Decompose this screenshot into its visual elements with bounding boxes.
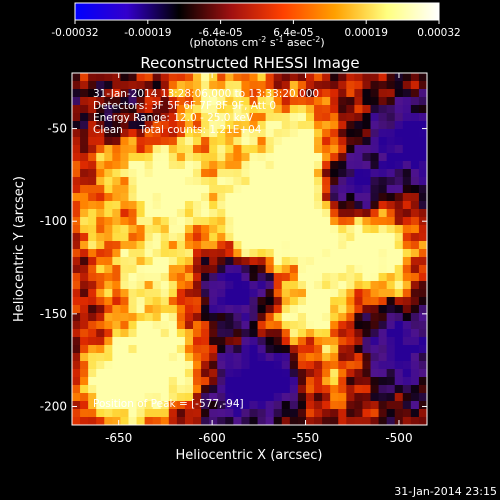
colorbar-tick-label: -6.4e-05 — [199, 27, 243, 39]
annotation-time-range: 31-Jan-2014 13:28:06.000 to 13:33:20.000 — [93, 88, 319, 100]
plot-frame — [71, 72, 428, 426]
x-axis-label: Heliocentric X (arcsec) — [176, 448, 323, 463]
y-tick-label: -50 — [47, 122, 67, 136]
y-tick-label: -100 — [40, 214, 67, 228]
y-axis-ticks: -50 -100 -150 -200 — [40, 122, 427, 413]
annotation-block: 31-Jan-2014 13:28:06.000 to 13:33:20.000… — [93, 88, 319, 410]
colorbar-tick-label: -0.00032 — [51, 27, 98, 39]
chart-title: Reconstructed RHESSI Image — [140, 54, 359, 72]
colorbar-tick-label: 0.00032 — [417, 27, 460, 39]
footer-timestamp: 31-Jan-2014 23:15 — [394, 485, 497, 498]
x-axis-ticks: -650 -600 -550 -500 — [105, 73, 413, 445]
x-tick-label: -500 — [385, 431, 412, 445]
x-tick-label: -650 — [105, 431, 132, 445]
annotation-detectors: Detectors: 3F 5F 6F 7F 8F 9F, Att 0 — [93, 100, 276, 112]
heatmap-image — [72, 73, 427, 425]
colorbar-gradient — [74, 2, 440, 21]
y-axis-label: Heliocentric Y (arcsec) — [12, 176, 27, 322]
annotation-clean-counts: Clean Total counts: 1.21E+04 — [93, 124, 262, 136]
annotation-peak-position: Position of Peak = [-577,-94] — [93, 398, 244, 410]
colorbar-tick-label: 0.00019 — [344, 27, 387, 39]
colorbar-tick-label: -0.00019 — [124, 27, 171, 39]
y-tick-label: -200 — [40, 399, 67, 413]
colorbar-unit-label: (photons cm-2 s-1 asec-2) — [189, 35, 324, 49]
colorbar-tick-label: 6.4e-05 — [273, 27, 313, 39]
colorbar-ticks: -0.00032 -0.00019 -6.4e-05 6.4e-05 0.00019 0.… — [51, 20, 461, 39]
y-tick-label: -150 — [40, 307, 67, 321]
x-tick-label: -600 — [199, 431, 226, 445]
colorbar: -0.00032 -0.00019 -6.4e-05 6.4e-05 0.00019 0.… — [51, 2, 461, 49]
x-tick-label: -550 — [292, 431, 319, 445]
annotation-energy-range: Energy Range: 12.0 - 25.0 keV — [93, 112, 254, 124]
